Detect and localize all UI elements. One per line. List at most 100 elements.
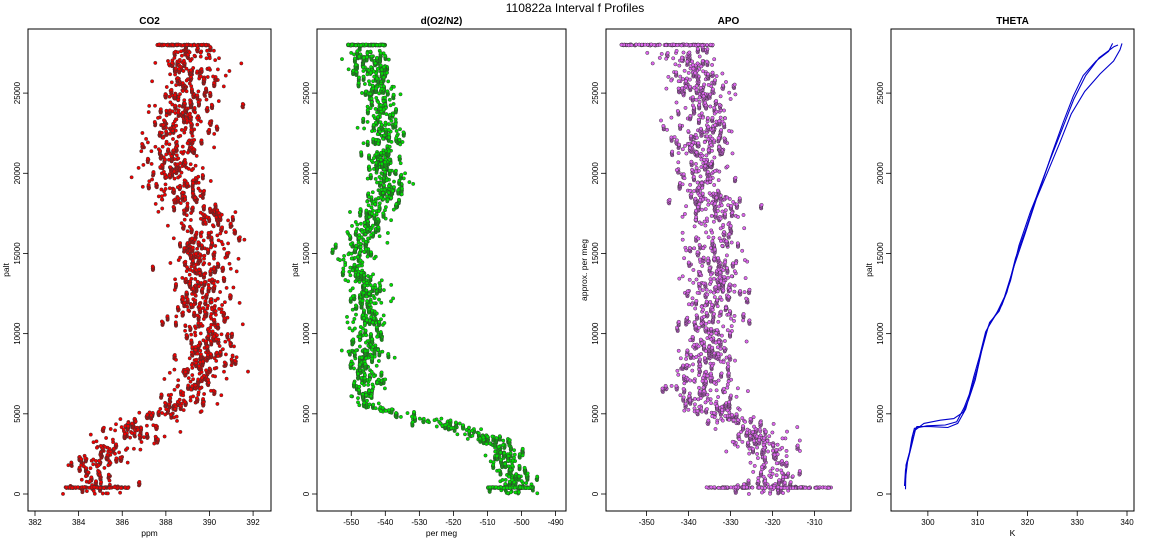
data-point [439,416,444,421]
y-tick-label: 0 [13,491,22,496]
data-point [167,186,172,191]
data-point [84,466,89,471]
data-point [177,397,182,402]
data-point [377,285,382,290]
data-point [137,433,142,438]
data-point [152,441,157,446]
data-point [164,407,169,412]
data-point [185,150,190,155]
data-point [196,174,201,179]
data-point [171,148,176,153]
data-point [232,344,236,349]
data-point [389,86,394,91]
data-point [149,161,154,166]
data-point [88,466,93,471]
data-point [204,339,209,344]
data-point [110,437,115,442]
data-point [374,95,379,100]
data-point [348,362,353,367]
data-point [365,199,370,204]
data-point [171,187,176,192]
data-point [206,333,211,338]
data-point [188,68,193,73]
data-point [356,387,361,392]
data-point [129,431,134,435]
x-tick-label: 388 [159,518,173,527]
data-point [233,210,238,215]
data-point [399,192,404,197]
data-point [237,300,242,305]
data-point [351,68,356,73]
plot-area [330,42,540,496]
data-point [494,453,499,458]
data-point [212,145,217,150]
data-point [192,137,197,142]
data-point [87,479,92,484]
data-point [195,122,200,127]
data-point [106,463,111,468]
data-point [140,131,145,135]
data-point [224,285,229,290]
data-point [352,262,357,267]
y-axis-label: palt [290,263,300,277]
data-point [172,287,177,292]
data-point [352,326,357,331]
data-point [118,417,123,422]
data-point [367,153,371,158]
data-point [133,419,138,424]
data-point [182,246,187,251]
data-point [183,370,188,375]
data-point [217,306,222,311]
data-point [516,490,521,495]
data-point [215,279,220,284]
data-point [386,135,391,140]
data-point [161,122,166,127]
data-point [438,421,443,426]
y-tick-label: 0 [302,491,311,496]
data-point [105,452,110,457]
data-point [374,363,379,368]
data-point [168,412,173,417]
data-point [111,446,116,451]
data-point [358,207,363,212]
data-point [130,421,135,426]
data-point [381,65,386,70]
data-point [202,204,207,208]
data-point [184,290,189,295]
data-point [503,461,508,466]
surface-point [70,485,75,490]
data-point [358,258,363,263]
data-point [171,204,176,209]
data-point [364,208,369,213]
data-point [61,491,65,496]
data-point [193,324,197,329]
data-point [190,345,195,349]
data-point [206,380,211,385]
data-point [379,370,384,375]
data-point [358,242,363,246]
data-point [394,128,399,133]
data-point [170,128,175,133]
data-point [174,357,178,362]
data-point [210,223,215,228]
data-point [175,144,180,148]
data-point [206,247,210,252]
data-point [174,139,179,144]
data-point [178,241,183,246]
data-point [193,277,198,281]
data-point [232,228,237,233]
data-point [225,251,230,256]
data-point [421,416,426,421]
data-point [386,127,391,132]
data-point [160,411,165,415]
data-point [209,102,214,107]
data-point [412,409,416,414]
data-point [535,491,540,496]
data-point [223,352,228,357]
data-point [352,381,357,386]
data-point [181,390,186,395]
data-point [362,400,367,405]
x-axis-label: per meg [426,528,457,538]
data-point [178,133,183,138]
data-point [377,91,382,96]
